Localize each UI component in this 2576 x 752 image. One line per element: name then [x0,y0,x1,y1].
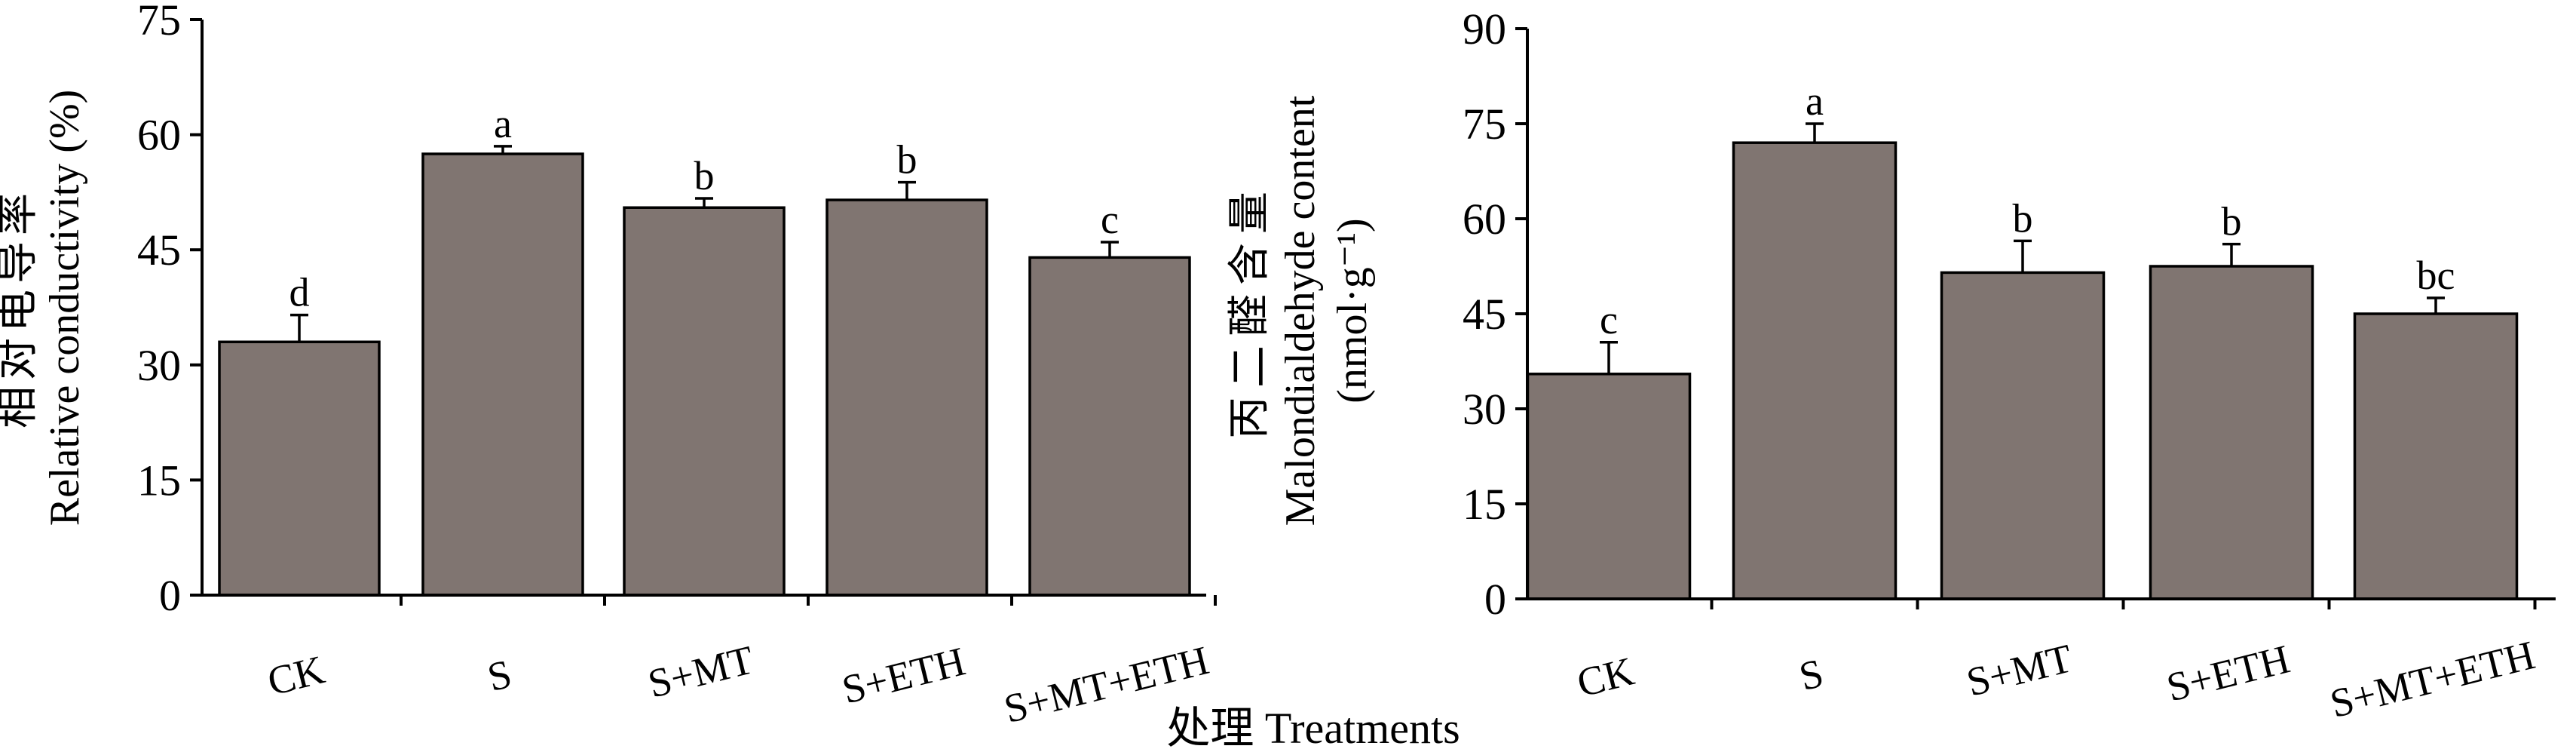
y-tick-label: 0 [1484,575,1506,624]
category-label: CK [1573,648,1638,705]
bar [1526,373,1692,600]
bar [825,198,988,597]
category-label: S [483,651,516,700]
y-tick-label: 0 [159,571,181,620]
y-tick-label: 15 [137,456,181,505]
significance-label: a [494,101,512,146]
y-axis-title: (nmol·g⁻¹) [1329,218,1376,403]
y-tick-label: 30 [1463,385,1506,434]
y-tick-label: 15 [1463,480,1506,529]
bar [2149,265,2314,600]
y-tick-label: 60 [137,111,181,160]
y-tick-label: 45 [137,226,181,275]
bar [218,340,381,597]
y-axis-title: Malondialdehyde content [1277,95,1324,526]
bar [1732,141,1898,600]
y-tick-label: 75 [137,0,181,45]
bar [2353,312,2519,600]
y-axis-title: 丙二醛含量 [1227,183,1273,439]
y-tick-label: 60 [1463,195,1506,244]
significance-label: b [2222,199,2242,244]
y-axis-title: 相对电导率 [0,187,41,428]
y-tick-label: 45 [1463,290,1506,339]
significance-label: b [897,137,917,183]
y-axis-title: Relative conductivity (%) [41,90,88,526]
significance-label: b [694,153,715,198]
bar [1940,271,2106,600]
category-label: S+ETH [2162,636,2294,710]
y-tick-label: 30 [137,341,181,390]
significance-label: b [2013,195,2033,241]
significance-label: d [289,270,310,315]
category-label: S+ETH [838,638,969,712]
bar [421,152,584,597]
category-label: S [1795,650,1828,699]
conductivity-chart: dCKaSbS+MTbS+ETHcS+MT+ETH01530456075相对电导… [0,0,1217,732]
malondialdehyde-chart: c CK a Sb S+MT b S+ETH bc S+MT+ETH 0 15 30 45 60 75 90 丙… [1227,5,2556,726]
common-x-axis-title: 处理 Treatments [1166,704,1460,752]
significance-label: c [1101,197,1119,242]
y-tick-label: 90 [1463,5,1506,54]
category-label: CK [263,646,329,704]
bar [1028,256,1191,597]
category-label: S+MT [644,637,758,706]
y-tick-label: 75 [1463,100,1506,149]
category-label: S+MT+ETH [2326,632,2539,726]
significance-label: c [1600,297,1618,342]
significance-label: a [1806,78,1824,124]
significance-label: bc [2417,253,2455,298]
bar [623,206,786,597]
category-label: S+MT [1962,635,2077,704]
